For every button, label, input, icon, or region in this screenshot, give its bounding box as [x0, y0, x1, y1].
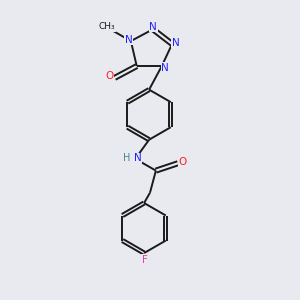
Text: N: N [161, 63, 169, 73]
Text: O: O [178, 157, 187, 167]
Text: N: N [124, 34, 132, 45]
Text: CH₃: CH₃ [99, 22, 116, 32]
Text: F: F [142, 254, 148, 265]
Text: N: N [134, 153, 142, 163]
Text: N: N [149, 22, 157, 32]
Text: H: H [123, 153, 131, 163]
Text: N: N [172, 38, 179, 47]
Text: O: O [105, 71, 113, 81]
